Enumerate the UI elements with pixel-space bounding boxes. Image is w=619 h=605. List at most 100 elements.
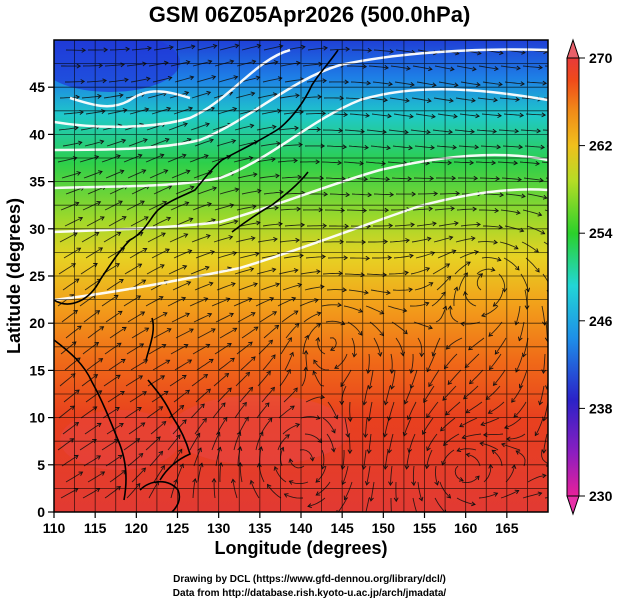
streamline [79,294,96,307]
streamline [454,129,475,133]
streamline [363,385,369,405]
credit-line-data: Data from http://database.rish.kyoto-u.a… [172,588,447,599]
streamline-arrowhead [562,232,566,236]
korea-coast [157,159,223,211]
streamline [459,113,480,117]
streamline [191,374,208,387]
streamline-arrowhead [343,255,349,261]
streamline [151,248,170,259]
streamline-arrowhead [473,175,479,181]
streamline-arrowhead [315,478,321,483]
streamline-arrowhead [228,235,234,240]
streamline-arrowhead [339,239,345,245]
streamline-arrowhead [236,431,242,436]
streamline-arrowhead [143,216,149,221]
streamline [283,254,304,259]
streamline-arrowhead [455,191,461,196]
streamline-arrowhead [316,311,322,317]
streamline-arrowhead [80,79,86,84]
streamline [545,177,548,179]
x-tick-label: 120 [125,520,149,536]
streamline [368,369,374,389]
streamline [441,449,455,465]
x-tick-label: 135 [248,520,272,536]
streamline [363,449,367,470]
streamline-arrowhead [491,160,497,166]
x-tick-label: 150 [372,520,396,536]
streamline [103,232,121,243]
streamline [259,311,277,323]
streamline-arrowhead [450,206,455,211]
streamline-arrowhead [431,113,436,119]
streamline [498,129,519,132]
streamline-arrowhead [418,496,424,502]
streamline-arrowhead [73,454,79,460]
streamline-arrowhead [156,436,161,441]
colorbar-tick-label: 246 [589,313,613,329]
streamline [367,353,370,374]
streamline [499,97,520,101]
streamline [524,145,545,148]
streamline-arrowhead [165,359,171,365]
streamline-arrowhead [407,448,413,454]
streamline [87,471,105,483]
streamline-arrowhead [195,432,201,438]
streamline-arrowhead [315,415,321,420]
streamline [279,239,300,243]
streamline [505,193,526,197]
streamline-arrowhead [389,514,393,518]
streamline [131,327,149,339]
streamline [384,417,390,437]
streamline-arrowhead [210,328,216,333]
streamline-arrowhead [513,412,519,418]
streamline-arrowhead [120,247,126,252]
streamline-arrowhead [140,200,145,205]
streamline [465,401,483,414]
streamline [104,342,122,355]
streamline [453,161,474,164]
streamline [543,97,548,99]
streamline-arrowhead [345,192,351,198]
streamline [258,463,265,483]
x-tick-label: 110 [43,520,66,536]
streamline-arrowhead [215,431,221,437]
streamline-arrowhead [442,509,447,512]
streamline-arrowhead [488,332,493,337]
streamline-arrowhead [94,341,100,347]
streamline [434,465,439,486]
streamline-arrowhead [96,455,102,460]
streamline [317,337,326,355]
streamline [371,113,392,117]
streamline-arrowhead [252,172,258,178]
streamline [488,401,505,414]
streamline-arrowhead [99,139,105,145]
streamline [259,175,280,179]
streamline [196,358,214,371]
streamline [500,490,519,499]
streamline-arrowhead [251,59,257,65]
streamline-arrowhead [383,465,389,470]
streamline [85,247,103,259]
streamline-arrowhead [249,479,255,485]
colorbar-top-arrow [566,38,580,59]
streamline [173,389,190,403]
streamline [82,342,99,355]
streamline-arrowhead [136,295,142,300]
streamline-arrowhead [367,384,373,390]
streamline-arrowhead [301,44,306,50]
streamline-arrowhead [494,66,499,72]
streamline-arrowhead [205,122,210,127]
streamline [525,257,540,273]
streamline [411,97,431,102]
streamline [237,312,256,323]
streamline-arrowhead [233,75,239,80]
streamline-arrowhead [516,210,521,215]
streamline [388,271,409,275]
streamline-arrowhead [74,278,80,283]
streamline-arrowhead [227,387,232,393]
streamline [261,387,275,403]
streamline-arrowhead [121,216,127,221]
streamline-arrowhead [76,171,82,176]
streamline-arrowhead [383,97,388,103]
